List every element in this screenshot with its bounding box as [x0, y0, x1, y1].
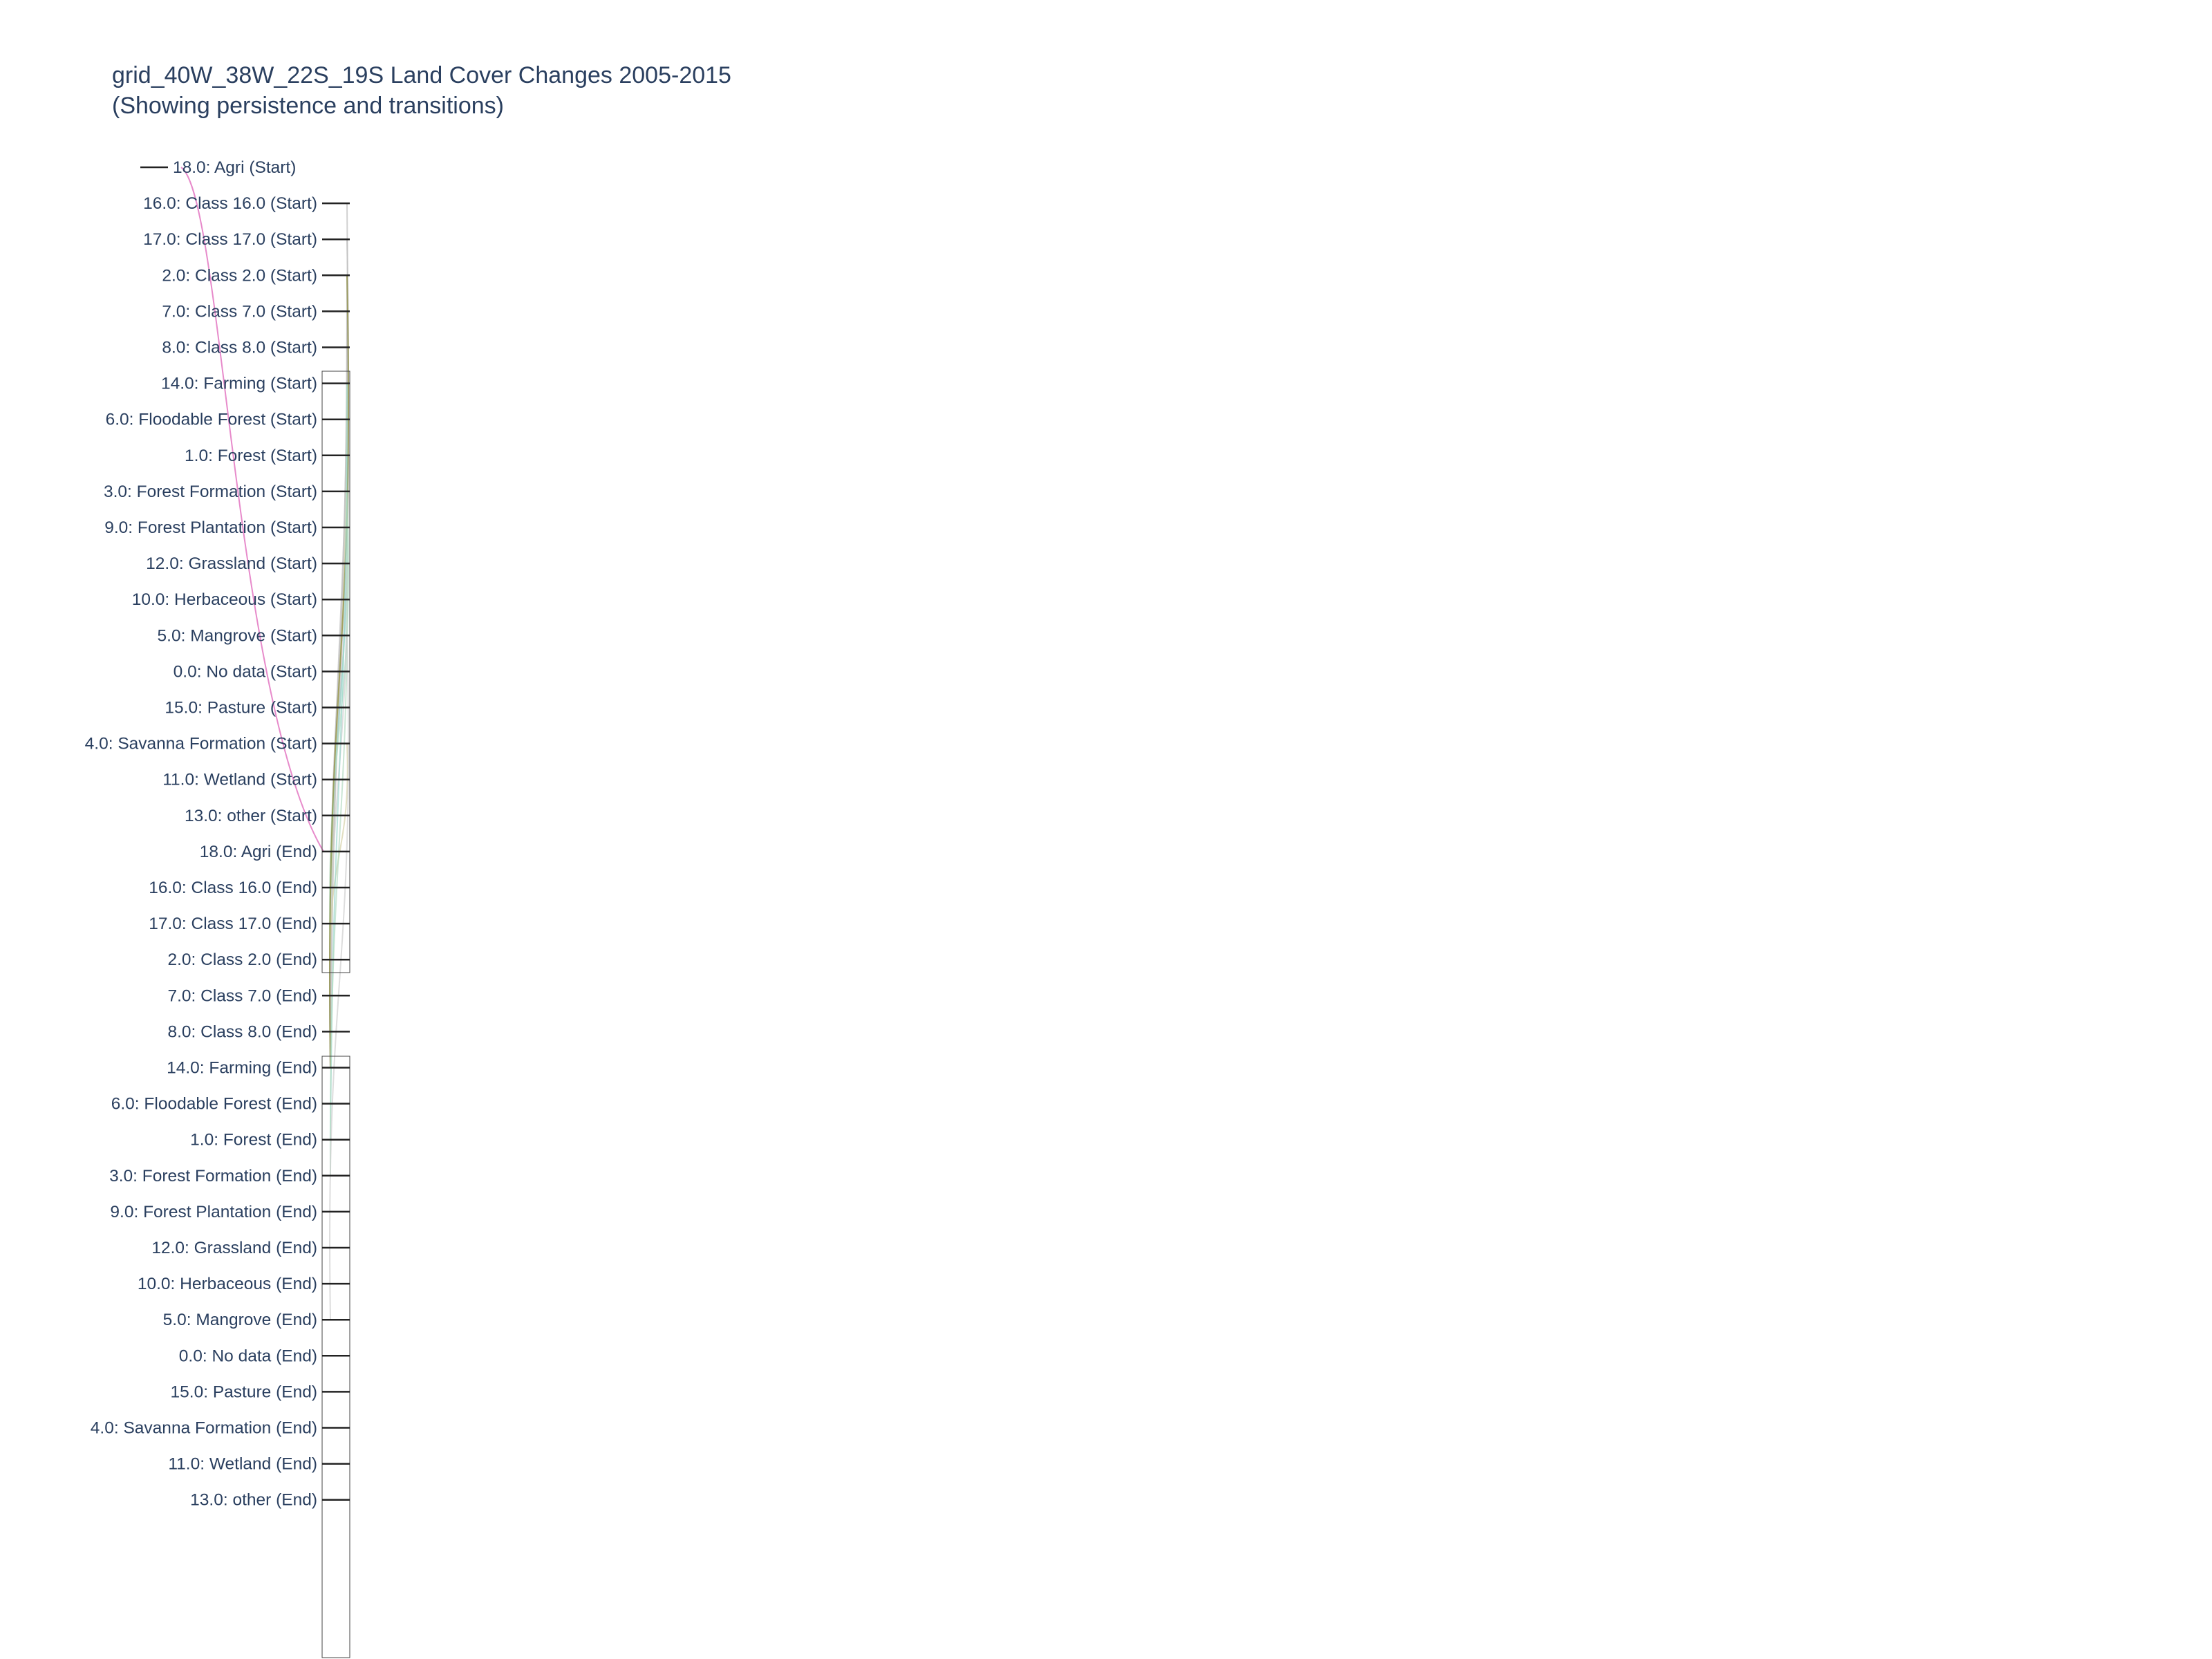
node-label-18-0-agri-start: 18.0: Agri (Start) — [173, 158, 296, 177]
node-label-13-0-other-start: 13.0: other (Start) — [185, 807, 317, 825]
node-label-7-0-class-7-0-end: 7.0: Class 7.0 (End) — [167, 986, 317, 1005]
node-label-1-0-forest-end: 1.0: Forest (End) — [190, 1131, 317, 1150]
node-label-14-0-farming-end: 14.0: Farming (End) — [167, 1059, 317, 1078]
sankey-nodes — [140, 166, 350, 1658]
node-label-11-0-wetland-start: 11.0: Wetland (Start) — [162, 771, 317, 789]
node-label-4-0-savanna-formation-start: 4.0: Savanna Formation (Start) — [85, 735, 317, 753]
node-label-10-0-herbaceous-end: 10.0: Herbaceous (End) — [138, 1275, 317, 1293]
node-label-13-0-other-end: 13.0: other (End) — [190, 1491, 317, 1510]
node-label-15-0-pasture-end: 15.0: Pasture (End) — [171, 1382, 317, 1401]
node-label-5-0-mangrove-start: 5.0: Mangrove (Start) — [158, 626, 317, 645]
link-3-0-forest-formation-start-to-3-0-forest-formation-end — [329, 491, 348, 1176]
node-label-11-0-wetland-end: 11.0: Wetland (End) — [168, 1455, 317, 1474]
node-label-9-0-forest-plantation-start: 9.0: Forest Plantation (Start) — [104, 518, 317, 537]
node-label-9-0-forest-plantation-end: 9.0: Forest Plantation (End) — [110, 1203, 317, 1221]
chart-subtitle: (Showing persistence and transitions) — [112, 93, 504, 119]
node-label-1-0-forest-start: 1.0: Forest (Start) — [185, 447, 317, 465]
node-label-4-0-savanna-formation-end: 4.0: Savanna Formation (End) — [91, 1419, 317, 1438]
node-label-0-0-no-data-end: 0.0: No data (End) — [179, 1347, 317, 1365]
node-label-2-0-class-2-0-start: 2.0: Class 2.0 (Start) — [162, 266, 317, 285]
link-18-0-agri-start-to-18-0-agri-end — [180, 167, 324, 852]
node-label-6-0-floodable-forest-start: 6.0: Floodable Forest (Start) — [106, 411, 317, 429]
link-5-0-mangrove-start-to-5-0-mangrove-end — [329, 635, 350, 1320]
node-label-2-0-class-2-0-end: 2.0: Class 2.0 (End) — [167, 950, 317, 969]
chart-title: grid_40W_38W_22S_19S Land Cover Changes … — [112, 62, 731, 88]
node-label-8-0-class-8-0-start: 8.0: Class 8.0 (Start) — [162, 339, 317, 357]
node-label-14-0-farming-start: 14.0: Farming (Start) — [161, 375, 317, 393]
node-label-10-0-herbaceous-start: 10.0: Herbaceous (Start) — [132, 590, 317, 609]
node-label-16-0-class-16-0-end: 16.0: Class 16.0 (End) — [149, 879, 317, 897]
node-label-5-0-mangrove-end: 5.0: Mangrove (End) — [163, 1311, 317, 1329]
node-label-15-0-pasture-start: 15.0: Pasture (Start) — [165, 699, 317, 718]
node-label-17-0-class-17-0-end: 17.0: Class 17.0 (End) — [149, 915, 317, 933]
node-label-12-0-grassland-start: 12.0: Grassland (Start) — [146, 554, 317, 573]
sankey-labels: 18.0: Agri (Start) 16.0: Class 16.0 (Star… — [85, 158, 317, 1510]
link-3-0-forest-formation-start-to-2-0-class-2-0-end — [329, 491, 350, 960]
node-label-0-0-no-data-start: 0.0: No data (Start) — [174, 662, 317, 681]
node-label-18-0-agri-end: 18.0: Agri (End) — [200, 843, 317, 861]
node-label-17-0-class-17-0-start: 17.0: Class 17.0 (Start) — [143, 230, 317, 249]
node-label-3-0-forest-formation-start: 3.0: Forest Formation (Start) — [104, 482, 317, 501]
node-label-3-0-forest-formation-end: 3.0: Forest Formation (End) — [109, 1167, 317, 1185]
node-label-6-0-floodable-forest-end: 6.0: Floodable Forest (End) — [111, 1095, 317, 1114]
node-block-lower — [321, 1056, 350, 1658]
node-label-16-0-class-16-0-start: 16.0: Class 16.0 (Start) — [143, 194, 317, 213]
node-label-7-0-class-7-0-start: 7.0: Class 7.0 (Start) — [162, 302, 317, 321]
node-label-8-0-class-8-0-end: 8.0: Class 8.0 (End) — [167, 1022, 317, 1041]
node-label-12-0-grassland-end: 12.0: Grassland (End) — [151, 1239, 317, 1257]
